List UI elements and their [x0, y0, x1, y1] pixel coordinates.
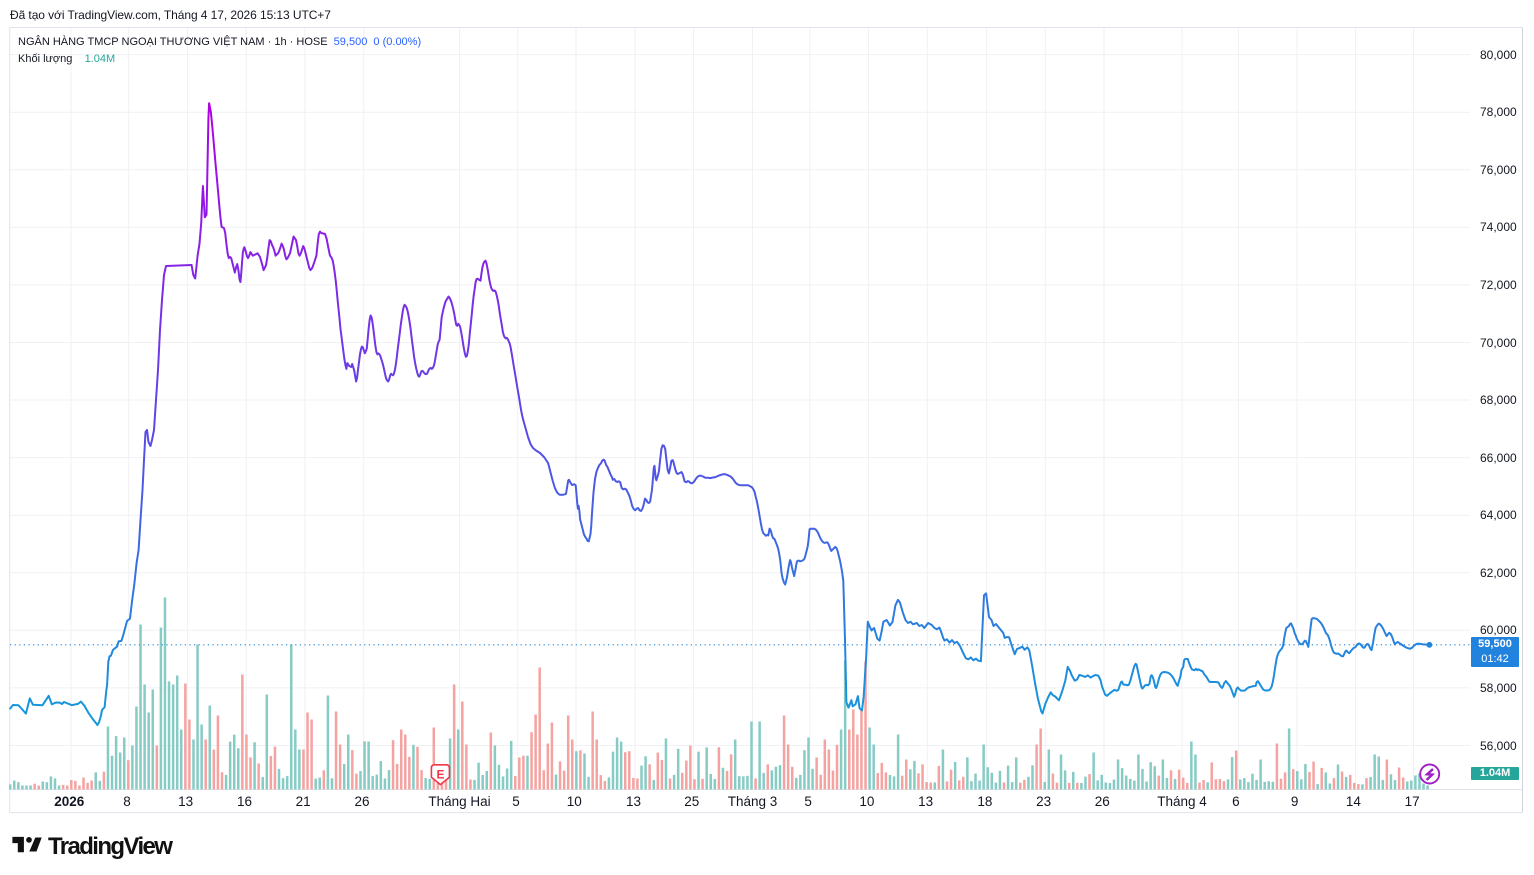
- svg-text:E: E: [436, 768, 444, 782]
